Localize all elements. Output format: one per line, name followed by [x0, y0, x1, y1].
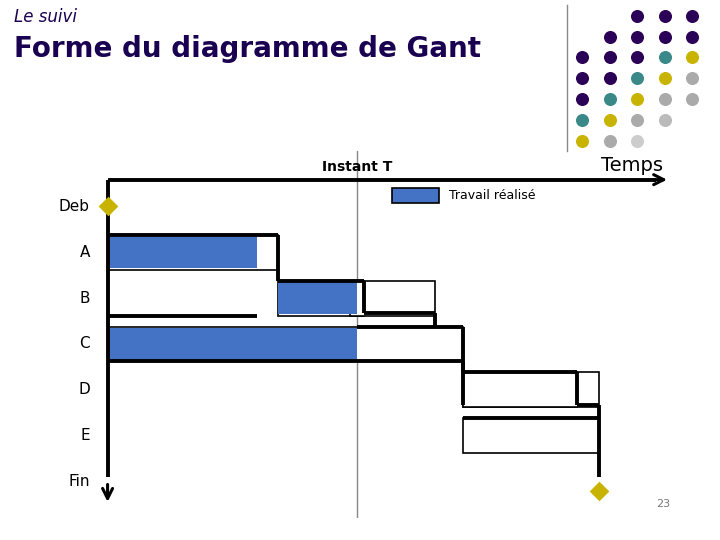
- Bar: [392, 188, 438, 202]
- Point: [659, 53, 670, 62]
- Point: [631, 53, 643, 62]
- Bar: [107, 235, 279, 269]
- Point: [604, 95, 616, 104]
- Text: 23: 23: [656, 499, 670, 509]
- Point: [604, 32, 616, 41]
- Point: [631, 137, 643, 145]
- Text: D: D: [78, 382, 90, 397]
- Point: [604, 116, 616, 124]
- Bar: [107, 327, 464, 361]
- Text: Fin: Fin: [68, 474, 90, 489]
- Point: [631, 32, 643, 41]
- Bar: [464, 373, 598, 407]
- Point: [659, 116, 670, 124]
- Text: Instant T: Instant T: [322, 160, 392, 174]
- Bar: [107, 237, 257, 268]
- Point: [631, 116, 643, 124]
- Point: [659, 11, 670, 20]
- Point: [631, 11, 643, 20]
- Text: E: E: [80, 428, 90, 443]
- Text: Travail réalisé: Travail réalisé: [449, 189, 536, 202]
- Point: [659, 74, 670, 83]
- Point: [659, 95, 670, 104]
- Point: [686, 32, 698, 41]
- Point: [102, 202, 113, 211]
- Point: [604, 137, 616, 145]
- Point: [604, 74, 616, 83]
- Point: [577, 74, 588, 83]
- Point: [631, 74, 643, 83]
- Text: A: A: [79, 245, 90, 260]
- Text: Deb: Deb: [59, 199, 90, 214]
- Text: Le suivi: Le suivi: [14, 8, 78, 26]
- Bar: [279, 282, 356, 314]
- Text: Forme du diagramme de Gant: Forme du diagramme de Gant: [14, 35, 482, 63]
- Bar: [107, 328, 356, 360]
- Text: C: C: [79, 336, 90, 352]
- Point: [577, 95, 588, 104]
- Point: [686, 11, 698, 20]
- Bar: [279, 281, 364, 315]
- Point: [577, 53, 588, 62]
- Point: [577, 137, 588, 145]
- Text: B: B: [79, 291, 90, 306]
- Bar: [350, 281, 435, 315]
- Point: [686, 95, 698, 104]
- Text: Temps: Temps: [600, 156, 662, 175]
- Point: [631, 95, 643, 104]
- Point: [686, 53, 698, 62]
- Point: [604, 53, 616, 62]
- Point: [577, 116, 588, 124]
- Point: [593, 487, 604, 495]
- Bar: [464, 373, 577, 407]
- Bar: [464, 418, 598, 453]
- Point: [686, 74, 698, 83]
- Point: [659, 32, 670, 41]
